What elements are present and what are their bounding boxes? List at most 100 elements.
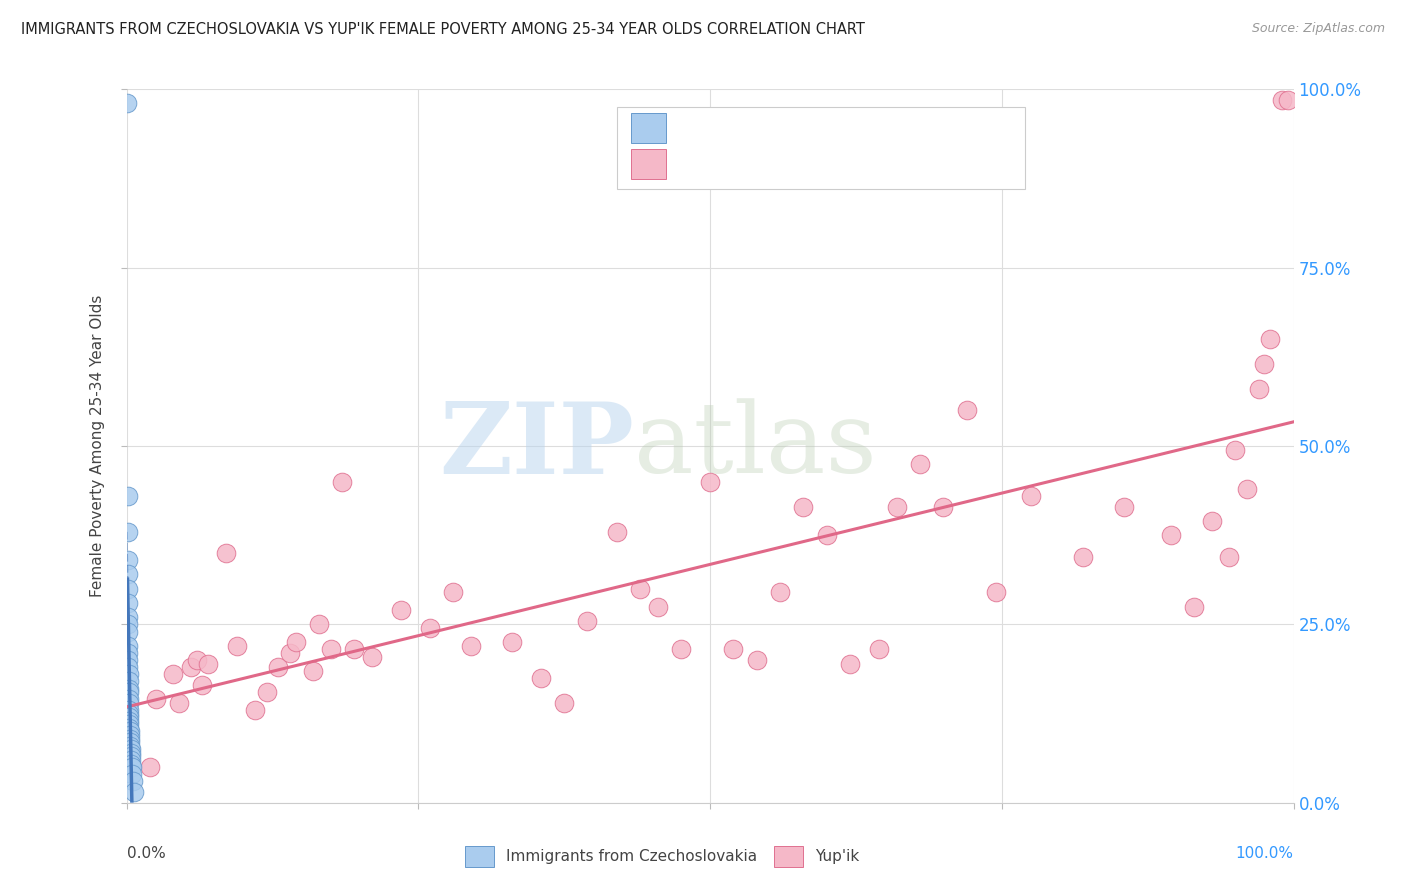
Point [117,660,139,674]
Point [1073,549,1095,564]
Point [267,660,290,674]
Y-axis label: Female Poverty Among 25-34 Year Olds: Female Poverty Among 25-34 Year Olds [90,295,105,597]
Point [932,500,955,514]
Text: atlas: atlas [634,398,877,494]
Point [118,706,141,721]
Point [117,681,139,696]
Point [120,739,142,753]
Point [120,753,142,767]
Point [1201,514,1223,528]
Point [908,457,931,471]
Point [215,546,238,560]
Point [868,642,890,657]
Point [191,678,214,692]
Point [419,621,441,635]
Point [1019,489,1042,503]
Point [162,667,184,681]
Point [120,742,142,756]
Point [118,692,141,706]
Point [117,553,139,567]
Point [1223,442,1246,457]
Point [606,524,628,539]
Point [117,639,139,653]
Point [984,585,1007,599]
Text: Immigrants from Czechoslovakia: Immigrants from Czechoslovakia [506,849,756,863]
Point [117,524,139,539]
Point [501,635,523,649]
Point [332,475,354,489]
Point [647,599,669,614]
Point [180,660,202,674]
Point [118,714,141,728]
Point [792,500,814,514]
Point [118,703,141,717]
FancyBboxPatch shape [617,107,1025,189]
Point [530,671,553,685]
Point [118,696,141,710]
Point [256,685,278,699]
Point [389,603,412,617]
Point [1114,500,1136,514]
Point [1253,357,1275,371]
Point [284,635,307,649]
Point [139,760,162,774]
Point [118,710,141,724]
Point [1258,332,1281,346]
Text: R = 0.536   N = 60: R = 0.536 N = 60 [681,155,865,173]
Point [360,649,382,664]
Point [1182,599,1205,614]
Point [886,500,908,514]
Point [167,696,190,710]
Point [117,653,139,667]
Point [117,624,139,639]
Text: R = 0.654   N = 40: R = 0.654 N = 40 [681,120,865,137]
Point [121,767,143,781]
Text: Source: ZipAtlas.com: Source: ZipAtlas.com [1251,22,1385,36]
Point [628,582,651,596]
Bar [465,846,494,867]
Point [319,642,342,657]
Point [839,657,862,671]
Point [243,703,266,717]
Point [117,685,139,699]
Point [118,735,141,749]
Point [118,731,141,746]
Point [308,617,330,632]
Point [441,585,464,599]
Point [278,646,301,660]
Point [117,596,139,610]
Point [699,475,721,489]
Point [723,642,745,657]
Point [117,489,139,503]
Point [745,653,768,667]
Point [1271,93,1294,107]
Text: ZIP: ZIP [439,398,634,494]
Text: 0.0%: 0.0% [127,846,166,861]
Point [197,657,219,671]
Point [120,749,142,764]
Point [1160,528,1182,542]
Point [343,642,366,657]
Bar [775,846,803,867]
Point [1277,93,1299,107]
Point [117,667,139,681]
Point [117,582,139,596]
Point [186,653,208,667]
Point [553,696,575,710]
Point [815,528,838,542]
Point [117,674,139,689]
Point [669,642,692,657]
Point [120,746,142,760]
Point [117,567,139,582]
Point [576,614,599,628]
Point [460,639,482,653]
Point [226,639,249,653]
Point [1236,482,1258,496]
Text: 100.0%: 100.0% [1236,846,1294,861]
Point [117,646,139,660]
Point [121,760,143,774]
Point [118,724,141,739]
Point [302,664,325,678]
Point [956,403,979,417]
Bar [631,149,665,179]
